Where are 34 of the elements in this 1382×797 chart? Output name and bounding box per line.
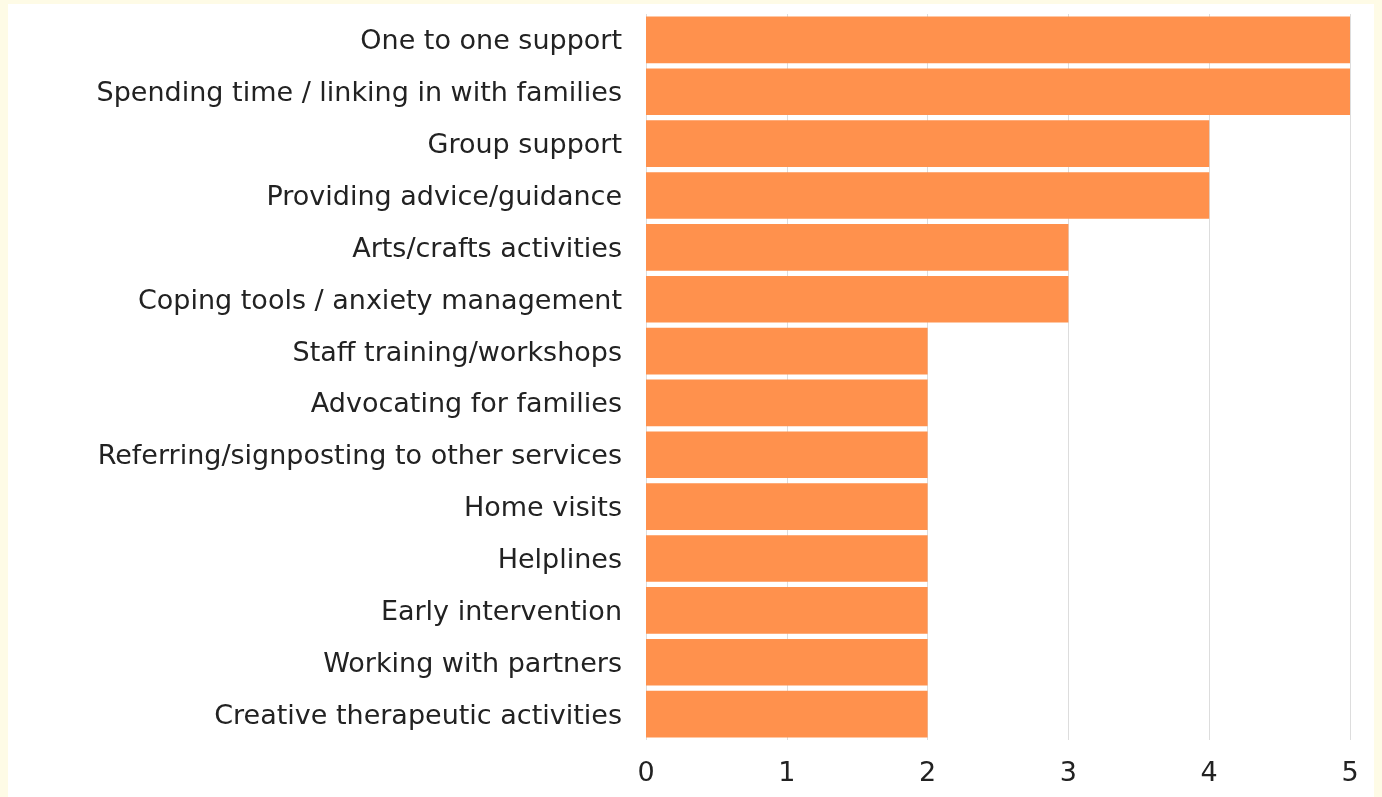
y-tick-label: Creative therapeutic activities: [214, 698, 622, 730]
x-tick-label: 0: [637, 756, 655, 787]
y-tick-label: Advocating for families: [310, 387, 622, 419]
bar: [646, 327, 928, 375]
x-tick-label: 3: [1059, 756, 1077, 787]
y-tick-label: Providing advice/guidance: [266, 180, 622, 211]
y-tick-label: Working with partners: [323, 646, 622, 678]
bar: [646, 483, 928, 530]
x-tick-label: 2: [919, 756, 937, 787]
y-tick-label: Helplines: [497, 543, 622, 574]
bar: [646, 275, 1069, 323]
y-tick-label: Home visits: [463, 491, 622, 523]
bar: [646, 68, 1350, 116]
y-tick-label: One to one support: [360, 24, 622, 56]
y-tick-label: Arts/crafts activities: [352, 231, 622, 263]
bar: [646, 379, 928, 427]
bar: [646, 120, 1210, 167]
bar: [646, 16, 1350, 64]
bar: [646, 431, 928, 479]
y-tick-label: Referring/signposting to other services: [97, 439, 622, 471]
bar: [646, 535, 928, 582]
y-tick-label: Early intervention: [380, 594, 622, 626]
x-tick-label: 4: [1200, 756, 1218, 787]
y-tick-label: Group support: [427, 128, 622, 160]
y-tick-label: Staff training/workshops: [292, 335, 622, 367]
bar: [646, 638, 928, 686]
x-tick-label: 5: [1341, 756, 1359, 787]
bar: [646, 224, 1069, 271]
bar: [646, 690, 928, 738]
y-tick-label: Coping tools / anxiety management: [137, 283, 622, 315]
x-tick-label: 1: [778, 756, 796, 787]
y-tick-label: Spending time / linking in with families: [96, 76, 622, 108]
bar: [646, 172, 1210, 219]
bar: [646, 587, 928, 634]
